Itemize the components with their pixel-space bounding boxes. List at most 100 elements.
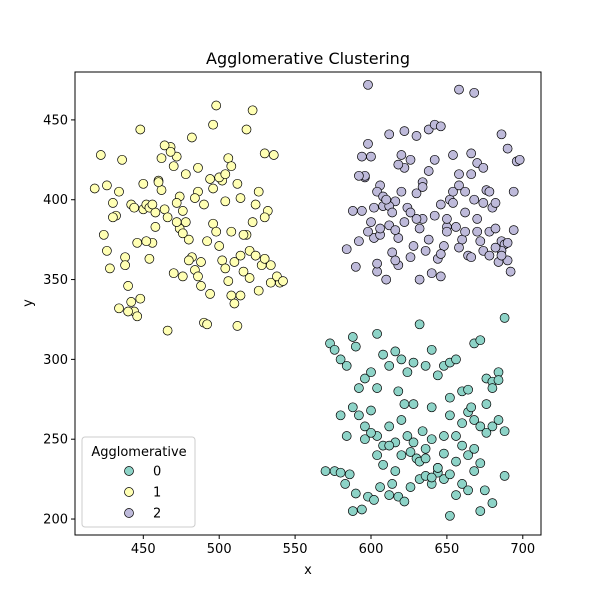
data-point-cluster-2 — [514, 154, 525, 165]
data-point-cluster-1 — [232, 178, 243, 189]
data-point-cluster-1 — [202, 319, 212, 330]
data-point-cluster-0 — [466, 402, 477, 413]
data-point-cluster-1 — [232, 321, 243, 331]
data-point-cluster-2 — [411, 131, 422, 141]
data-point-cluster-1 — [205, 289, 215, 299]
data-point-cluster-1 — [208, 183, 218, 194]
data-point-cluster-1 — [196, 281, 206, 291]
x-tick-label: 700 — [510, 542, 535, 557]
data-point-cluster-0 — [420, 443, 431, 454]
data-point-cluster-1 — [108, 198, 118, 208]
data-point-cluster-0 — [335, 467, 346, 478]
data-point-cluster-1 — [241, 124, 252, 135]
legend-label-1: 1 — [153, 486, 161, 501]
data-point-cluster-1 — [108, 212, 118, 223]
data-point-cluster-1 — [162, 212, 173, 223]
data-point-cluster-2 — [442, 214, 452, 224]
data-point-cluster-2 — [505, 266, 516, 277]
x-tick-label: 600 — [359, 542, 384, 557]
data-point-cluster-1 — [98, 229, 109, 240]
data-point-cluster-1 — [183, 255, 194, 266]
x-axis-label: x — [304, 563, 312, 578]
data-point-cluster-0 — [451, 490, 461, 500]
data-point-cluster-0 — [499, 471, 510, 481]
data-point-cluster-0 — [384, 421, 395, 432]
data-point-cluster-0 — [399, 496, 410, 507]
data-point-cluster-0 — [402, 367, 413, 378]
data-point-cluster-0 — [481, 399, 492, 409]
data-point-cluster-1 — [177, 206, 188, 216]
data-point-cluster-0 — [396, 415, 407, 425]
data-point-cluster-0 — [384, 360, 395, 371]
data-point-cluster-0 — [366, 405, 376, 416]
data-point-cluster-2 — [405, 154, 416, 165]
data-point-cluster-2 — [490, 242, 501, 253]
data-point-cluster-0 — [445, 510, 455, 521]
data-point-cluster-2 — [390, 255, 401, 266]
data-point-cluster-1 — [156, 153, 167, 164]
data-point-cluster-0 — [405, 447, 416, 457]
data-point-cluster-1 — [114, 303, 124, 314]
data-point-cluster-1 — [196, 257, 206, 267]
data-point-cluster-2 — [502, 143, 513, 154]
data-point-cluster-1 — [132, 311, 143, 322]
data-point-cluster-2 — [363, 79, 373, 90]
data-point-cluster-2 — [460, 186, 470, 197]
data-point-cluster-0 — [432, 463, 443, 473]
data-point-cluster-0 — [481, 427, 492, 438]
data-point-cluster-1 — [159, 140, 170, 151]
data-point-cluster-1 — [135, 124, 146, 135]
plot-frame — [74, 71, 542, 536]
data-point-cluster-0 — [335, 410, 346, 421]
data-point-cluster-1 — [247, 217, 258, 227]
data-point-cluster-2 — [375, 223, 385, 234]
data-point-cluster-1 — [250, 199, 261, 210]
data-point-cluster-2 — [341, 244, 352, 255]
data-point-cluster-1 — [223, 276, 234, 286]
points-layer — [89, 79, 525, 521]
data-point-cluster-0 — [408, 357, 419, 368]
data-point-cluster-0 — [399, 399, 410, 409]
data-point-cluster-0 — [451, 354, 461, 365]
data-point-cluster-0 — [426, 344, 437, 355]
data-point-cluster-2 — [490, 223, 501, 234]
legend: Agglomerative 0 1 2 — [81, 436, 196, 528]
data-point-cluster-1 — [244, 273, 255, 283]
data-point-cluster-0 — [420, 453, 431, 464]
data-point-cluster-2 — [396, 186, 407, 197]
data-point-cluster-1 — [211, 100, 222, 111]
data-point-cluster-2 — [363, 138, 373, 149]
y-tick-label: 200 — [43, 513, 68, 528]
data-point-cluster-2 — [357, 206, 367, 216]
data-point-cluster-2 — [454, 169, 464, 180]
data-point-cluster-1 — [259, 212, 270, 223]
data-point-cluster-1 — [120, 252, 130, 263]
data-point-cluster-1 — [253, 186, 264, 197]
data-point-cluster-1 — [153, 177, 164, 188]
data-point-cluster-0 — [457, 440, 467, 451]
data-point-cluster-0 — [372, 328, 382, 339]
data-point-cluster-2 — [396, 150, 407, 160]
data-point-cluster-0 — [479, 485, 490, 496]
data-point-cluster-0 — [369, 495, 379, 505]
data-point-cluster-0 — [426, 434, 437, 445]
data-point-cluster-0 — [396, 354, 407, 365]
data-point-cluster-0 — [341, 431, 352, 441]
data-point-cluster-1 — [123, 281, 133, 291]
data-point-cluster-2 — [466, 169, 477, 180]
data-point-cluster-2 — [399, 126, 410, 136]
data-point-cluster-2 — [448, 198, 458, 208]
data-point-cluster-1 — [217, 255, 228, 266]
data-point-cluster-2 — [454, 84, 464, 95]
data-point-cluster-1 — [265, 260, 276, 271]
data-point-cluster-0 — [414, 319, 425, 330]
data-point-cluster-2 — [363, 226, 373, 237]
data-point-cluster-0 — [439, 431, 449, 441]
data-point-cluster-1 — [223, 153, 234, 164]
data-point-cluster-1 — [235, 193, 246, 203]
data-point-cluster-0 — [344, 469, 355, 480]
data-point-cluster-1 — [253, 285, 264, 296]
data-point-cluster-0 — [372, 383, 382, 393]
data-point-cluster-2 — [435, 199, 446, 210]
